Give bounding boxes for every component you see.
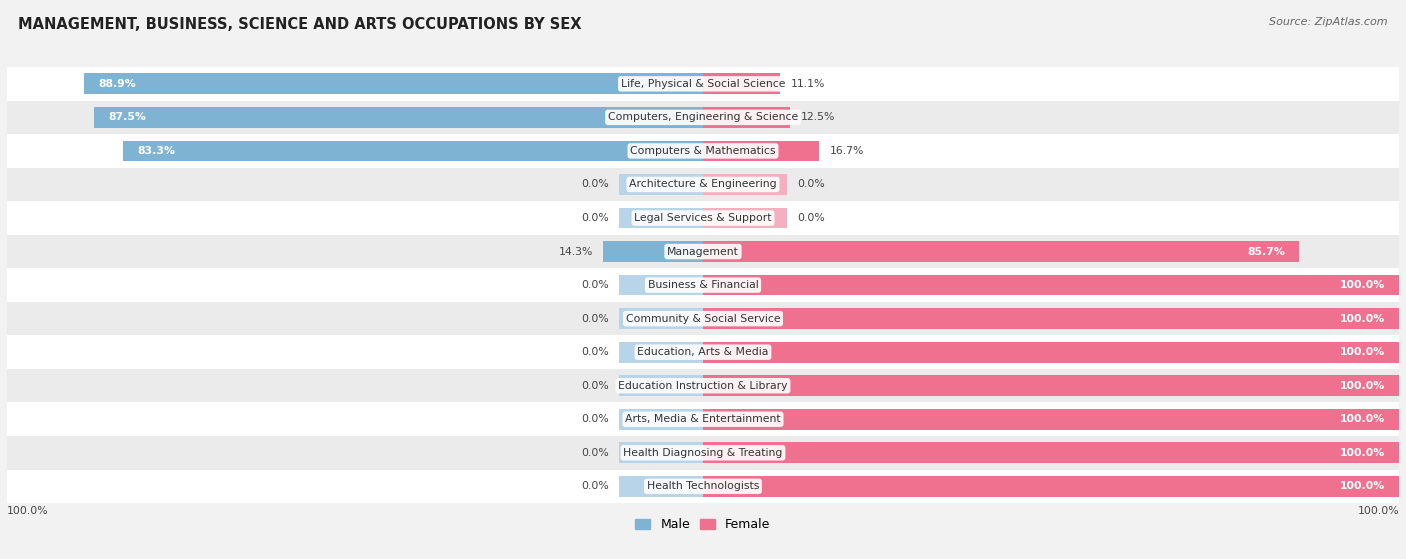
Text: Life, Physical & Social Science: Life, Physical & Social Science xyxy=(621,79,785,89)
Text: 87.5%: 87.5% xyxy=(108,112,146,122)
Text: 0.0%: 0.0% xyxy=(581,347,609,357)
Bar xyxy=(7,67,1399,101)
Bar xyxy=(84,73,703,94)
Text: Legal Services & Support: Legal Services & Support xyxy=(634,213,772,223)
Text: 100.0%: 100.0% xyxy=(1340,347,1385,357)
Text: Education, Arts & Media: Education, Arts & Media xyxy=(637,347,769,357)
Text: 11.1%: 11.1% xyxy=(790,79,825,89)
Text: 100.0%: 100.0% xyxy=(1357,506,1399,517)
Bar xyxy=(7,168,1399,201)
Bar xyxy=(7,302,1399,335)
Text: 16.7%: 16.7% xyxy=(830,146,865,156)
Bar xyxy=(7,369,1399,402)
Bar xyxy=(703,140,820,162)
Text: 100.0%: 100.0% xyxy=(1340,414,1385,424)
Text: Community & Social Service: Community & Social Service xyxy=(626,314,780,324)
Text: Health Technologists: Health Technologists xyxy=(647,481,759,491)
Bar xyxy=(7,101,1399,134)
Text: 12.5%: 12.5% xyxy=(800,112,835,122)
Bar xyxy=(703,73,780,94)
Text: 0.0%: 0.0% xyxy=(797,179,825,190)
Bar xyxy=(703,409,1399,430)
Text: 0.0%: 0.0% xyxy=(581,280,609,290)
Text: 85.7%: 85.7% xyxy=(1247,247,1285,257)
Bar xyxy=(703,308,1399,329)
Bar xyxy=(703,207,786,229)
Bar xyxy=(703,241,1299,262)
Bar xyxy=(7,436,1399,470)
Text: 0.0%: 0.0% xyxy=(581,448,609,458)
Bar xyxy=(620,274,703,296)
Text: 100.0%: 100.0% xyxy=(1340,280,1385,290)
Text: 100.0%: 100.0% xyxy=(1340,381,1385,391)
Bar xyxy=(703,375,1399,396)
Bar xyxy=(620,375,703,396)
Text: 0.0%: 0.0% xyxy=(581,414,609,424)
Text: 100.0%: 100.0% xyxy=(1340,481,1385,491)
Text: MANAGEMENT, BUSINESS, SCIENCE AND ARTS OCCUPATIONS BY SEX: MANAGEMENT, BUSINESS, SCIENCE AND ARTS O… xyxy=(18,17,582,32)
Text: 88.9%: 88.9% xyxy=(98,79,136,89)
Text: Management: Management xyxy=(666,247,740,257)
Bar xyxy=(620,409,703,430)
Bar xyxy=(7,402,1399,436)
Bar xyxy=(703,274,1399,296)
Text: Architecture & Engineering: Architecture & Engineering xyxy=(630,179,776,190)
Bar xyxy=(7,470,1399,503)
Text: 0.0%: 0.0% xyxy=(581,179,609,190)
Bar xyxy=(124,140,703,162)
Bar xyxy=(603,241,703,262)
Bar xyxy=(703,476,1399,497)
Text: 83.3%: 83.3% xyxy=(138,146,176,156)
Text: Education Instruction & Library: Education Instruction & Library xyxy=(619,381,787,391)
Text: 100.0%: 100.0% xyxy=(1340,314,1385,324)
Text: 100.0%: 100.0% xyxy=(7,506,49,517)
Bar xyxy=(703,342,1399,363)
Bar xyxy=(7,268,1399,302)
Bar xyxy=(620,207,703,229)
Text: 100.0%: 100.0% xyxy=(1340,448,1385,458)
Text: Source: ZipAtlas.com: Source: ZipAtlas.com xyxy=(1270,17,1388,27)
Bar xyxy=(703,174,786,195)
Legend: Male, Female: Male, Female xyxy=(630,513,776,536)
Text: Arts, Media & Entertainment: Arts, Media & Entertainment xyxy=(626,414,780,424)
Text: Computers, Engineering & Science: Computers, Engineering & Science xyxy=(607,112,799,122)
Bar xyxy=(7,201,1399,235)
Bar xyxy=(703,107,790,128)
Bar xyxy=(620,442,703,463)
Bar xyxy=(94,107,703,128)
Text: Computers & Mathematics: Computers & Mathematics xyxy=(630,146,776,156)
Text: 0.0%: 0.0% xyxy=(581,314,609,324)
Bar xyxy=(620,476,703,497)
Bar xyxy=(620,308,703,329)
Text: Business & Financial: Business & Financial xyxy=(648,280,758,290)
Text: 0.0%: 0.0% xyxy=(581,481,609,491)
Text: 0.0%: 0.0% xyxy=(797,213,825,223)
Bar xyxy=(620,174,703,195)
Text: 0.0%: 0.0% xyxy=(581,381,609,391)
Bar xyxy=(7,134,1399,168)
Bar xyxy=(7,235,1399,268)
Bar xyxy=(703,442,1399,463)
Bar xyxy=(7,335,1399,369)
Text: 14.3%: 14.3% xyxy=(558,247,593,257)
Bar xyxy=(620,342,703,363)
Text: Health Diagnosing & Treating: Health Diagnosing & Treating xyxy=(623,448,783,458)
Text: 0.0%: 0.0% xyxy=(581,213,609,223)
